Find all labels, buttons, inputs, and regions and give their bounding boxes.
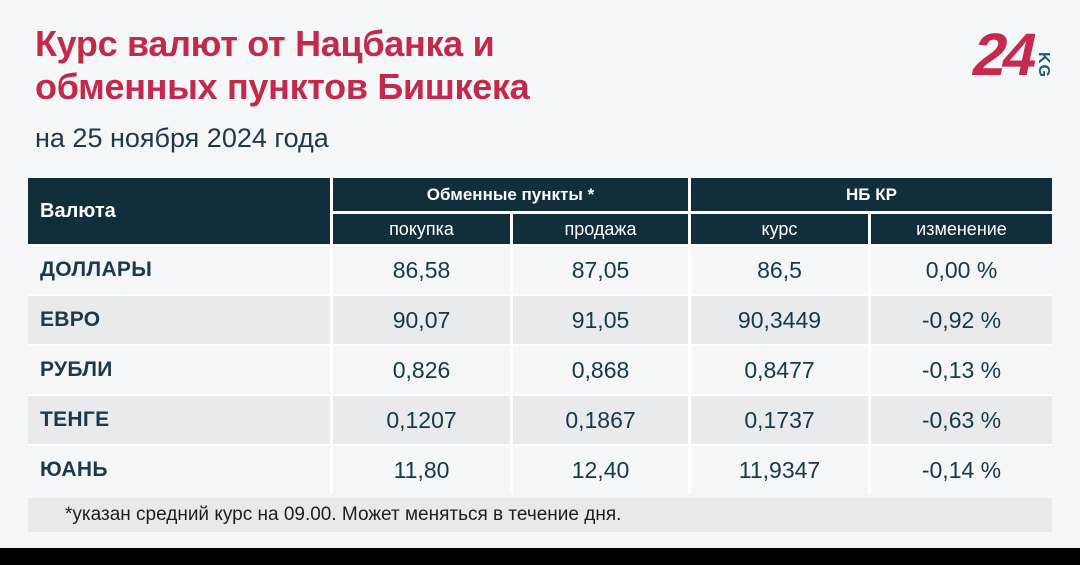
footnote: *указан средний курс на 09.00. Может мен… (28, 498, 1052, 532)
currency-name-cell: РУБЛИ (28, 346, 330, 394)
rate-value-cell: 11,9347 (691, 446, 868, 494)
sell-value-cell: 87,05 (513, 246, 688, 294)
date-subtitle: на 25 ноября 2024 года (35, 123, 329, 153)
sell-value-cell: 91,05 (513, 296, 688, 344)
page-title-line2: обменных пунктов Бишкека (35, 66, 530, 107)
buy-value-cell: 86,58 (333, 246, 510, 294)
change-value-cell: 0,00 % (871, 246, 1052, 294)
currency-name-cell: ЮАНЬ (28, 446, 330, 494)
bottom-black-bar (0, 548, 1080, 565)
sell-value-cell: 0,868 (513, 346, 688, 394)
table-row: РУБЛИ 0,826 0,868 0,8477 -0,13 % (28, 346, 1052, 394)
change-value-cell: -0,92 % (871, 296, 1052, 344)
currency-table: Валюта Обменные пункты * НБ КР покупка п… (28, 178, 1052, 494)
header-change: изменение (871, 214, 1052, 244)
page-header: Курс валют от Нацбанка и обменных пункто… (35, 22, 530, 154)
table-body: ДОЛЛАРЫ 86,58 87,05 86,5 0,00 % ЕВРО 90,07 91,0… (28, 246, 1052, 494)
table-row: ДОЛЛАРЫ 86,58 87,05 86,5 0,00 % (28, 246, 1052, 294)
currency-name-cell: ДОЛЛАРЫ (28, 246, 330, 294)
buy-value-cell: 0,1207 (333, 396, 510, 444)
currency-name-cell: ТЕНГЕ (28, 396, 330, 444)
table-row: ЕВРО 90,07 91,05 90,3449 -0,92 % (28, 296, 1052, 344)
header-currency: Валюта (28, 178, 330, 244)
page-title-line1: Курс валют от Нацбанка и (35, 23, 495, 64)
header-group-exchange-points: Обменные пункты * (333, 178, 688, 211)
header-rate: курс (691, 214, 868, 244)
sell-value-cell: 12,40 (513, 446, 688, 494)
table-row: ЮАНЬ 11,80 12,40 11,9347 -0,14 % (28, 446, 1052, 494)
buy-value-cell: 90,07 (333, 296, 510, 344)
page-title: Курс валют от Нацбанка и обменных пункто… (35, 22, 530, 108)
header-buy: покупка (333, 214, 510, 244)
change-value-cell: -0,14 % (871, 446, 1052, 494)
sell-value-cell: 0,1867 (513, 396, 688, 444)
24kg-logo: 24 KG (967, 21, 1052, 88)
rate-value-cell: 0,1737 (691, 396, 868, 444)
table-row: ТЕНГЕ 0,1207 0,1867 0,1737 -0,63 % (28, 396, 1052, 444)
table-header: Валюта Обменные пункты * НБ КР покупка п… (28, 178, 1052, 244)
rate-value-cell: 86,5 (691, 246, 868, 294)
currency-name-cell: ЕВРО (28, 296, 330, 344)
change-value-cell: -0,13 % (871, 346, 1052, 394)
rate-value-cell: 0,8477 (691, 346, 868, 394)
rate-value-cell: 90,3449 (691, 296, 868, 344)
logo-24-icon: 24 (967, 21, 1041, 88)
buy-value-cell: 11,80 (333, 446, 510, 494)
buy-value-cell: 0,826 (333, 346, 510, 394)
logo-kg-label: KG (1035, 52, 1052, 78)
header-sell: продажа (513, 214, 688, 244)
header-group-nbkr: НБ КР (691, 178, 1052, 211)
change-value-cell: -0,63 % (871, 396, 1052, 444)
